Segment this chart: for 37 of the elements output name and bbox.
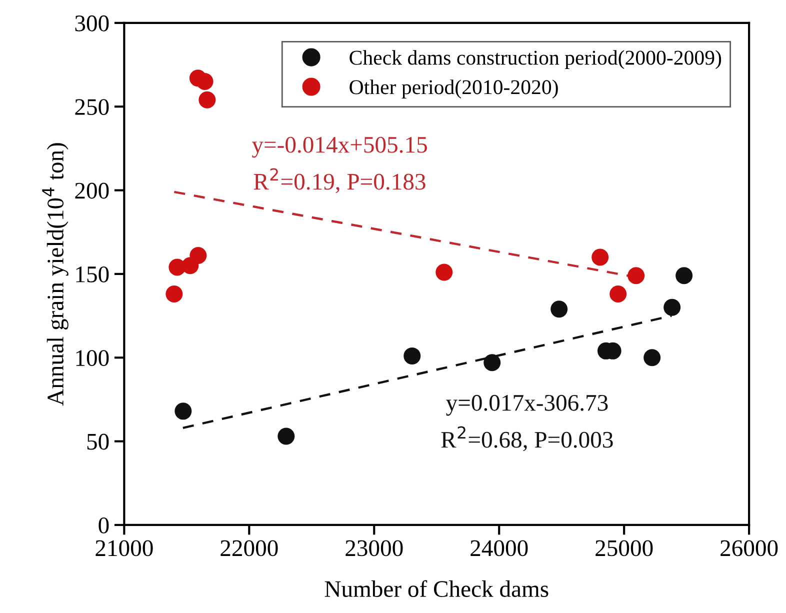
y-tick-label: 150 — [76, 266, 109, 282]
y-tick-label: 250 — [75, 99, 109, 116]
annotation: R$^{2}$=0.19, P=0.183 — [254, 168, 426, 194]
point — [174, 402, 192, 420]
point — [278, 428, 295, 445]
annotation: y=0.017x-306.73 — [446, 394, 608, 416]
y-axis-title: Annual grain yield(10$^{4}$ ton) — [42, 143, 68, 406]
point — [676, 267, 693, 284]
y-tick-label: 100 — [76, 350, 109, 366]
point — [484, 354, 501, 372]
x-tick-label: 21000 — [96, 540, 153, 556]
point — [592, 248, 609, 266]
x-axis-title: Number of Check dams — [324, 580, 548, 598]
point — [190, 247, 207, 264]
y-tick-label: 200 — [75, 182, 109, 199]
point — [404, 347, 421, 364]
legend-label: Other period(2010-2020) — [350, 80, 558, 98]
x-tick-label: 24000 — [470, 540, 528, 556]
y-tick-label: 300 — [75, 15, 109, 32]
annotation: y=-0.014x+505.15 — [252, 136, 427, 158]
x-tick-label: 26000 — [720, 540, 778, 556]
x-tick-label: 25000 — [596, 540, 653, 556]
annotation: R$^{2}$=0.68, P=0.003 — [441, 426, 613, 452]
point — [550, 300, 568, 318]
point — [166, 286, 183, 303]
point — [436, 264, 453, 281]
y-tick-label: 50 — [87, 434, 109, 450]
legend-label: Check dams construction period(2000-2009) — [350, 50, 722, 70]
point — [610, 286, 627, 303]
point — [628, 267, 645, 284]
x-tick-label: 23000 — [346, 540, 403, 556]
point — [198, 91, 216, 108]
x-tick-label: 22000 — [220, 540, 278, 556]
y-tick-label: 0 — [98, 517, 109, 534]
point — [644, 349, 661, 366]
point — [196, 72, 214, 90]
point — [664, 298, 681, 316]
